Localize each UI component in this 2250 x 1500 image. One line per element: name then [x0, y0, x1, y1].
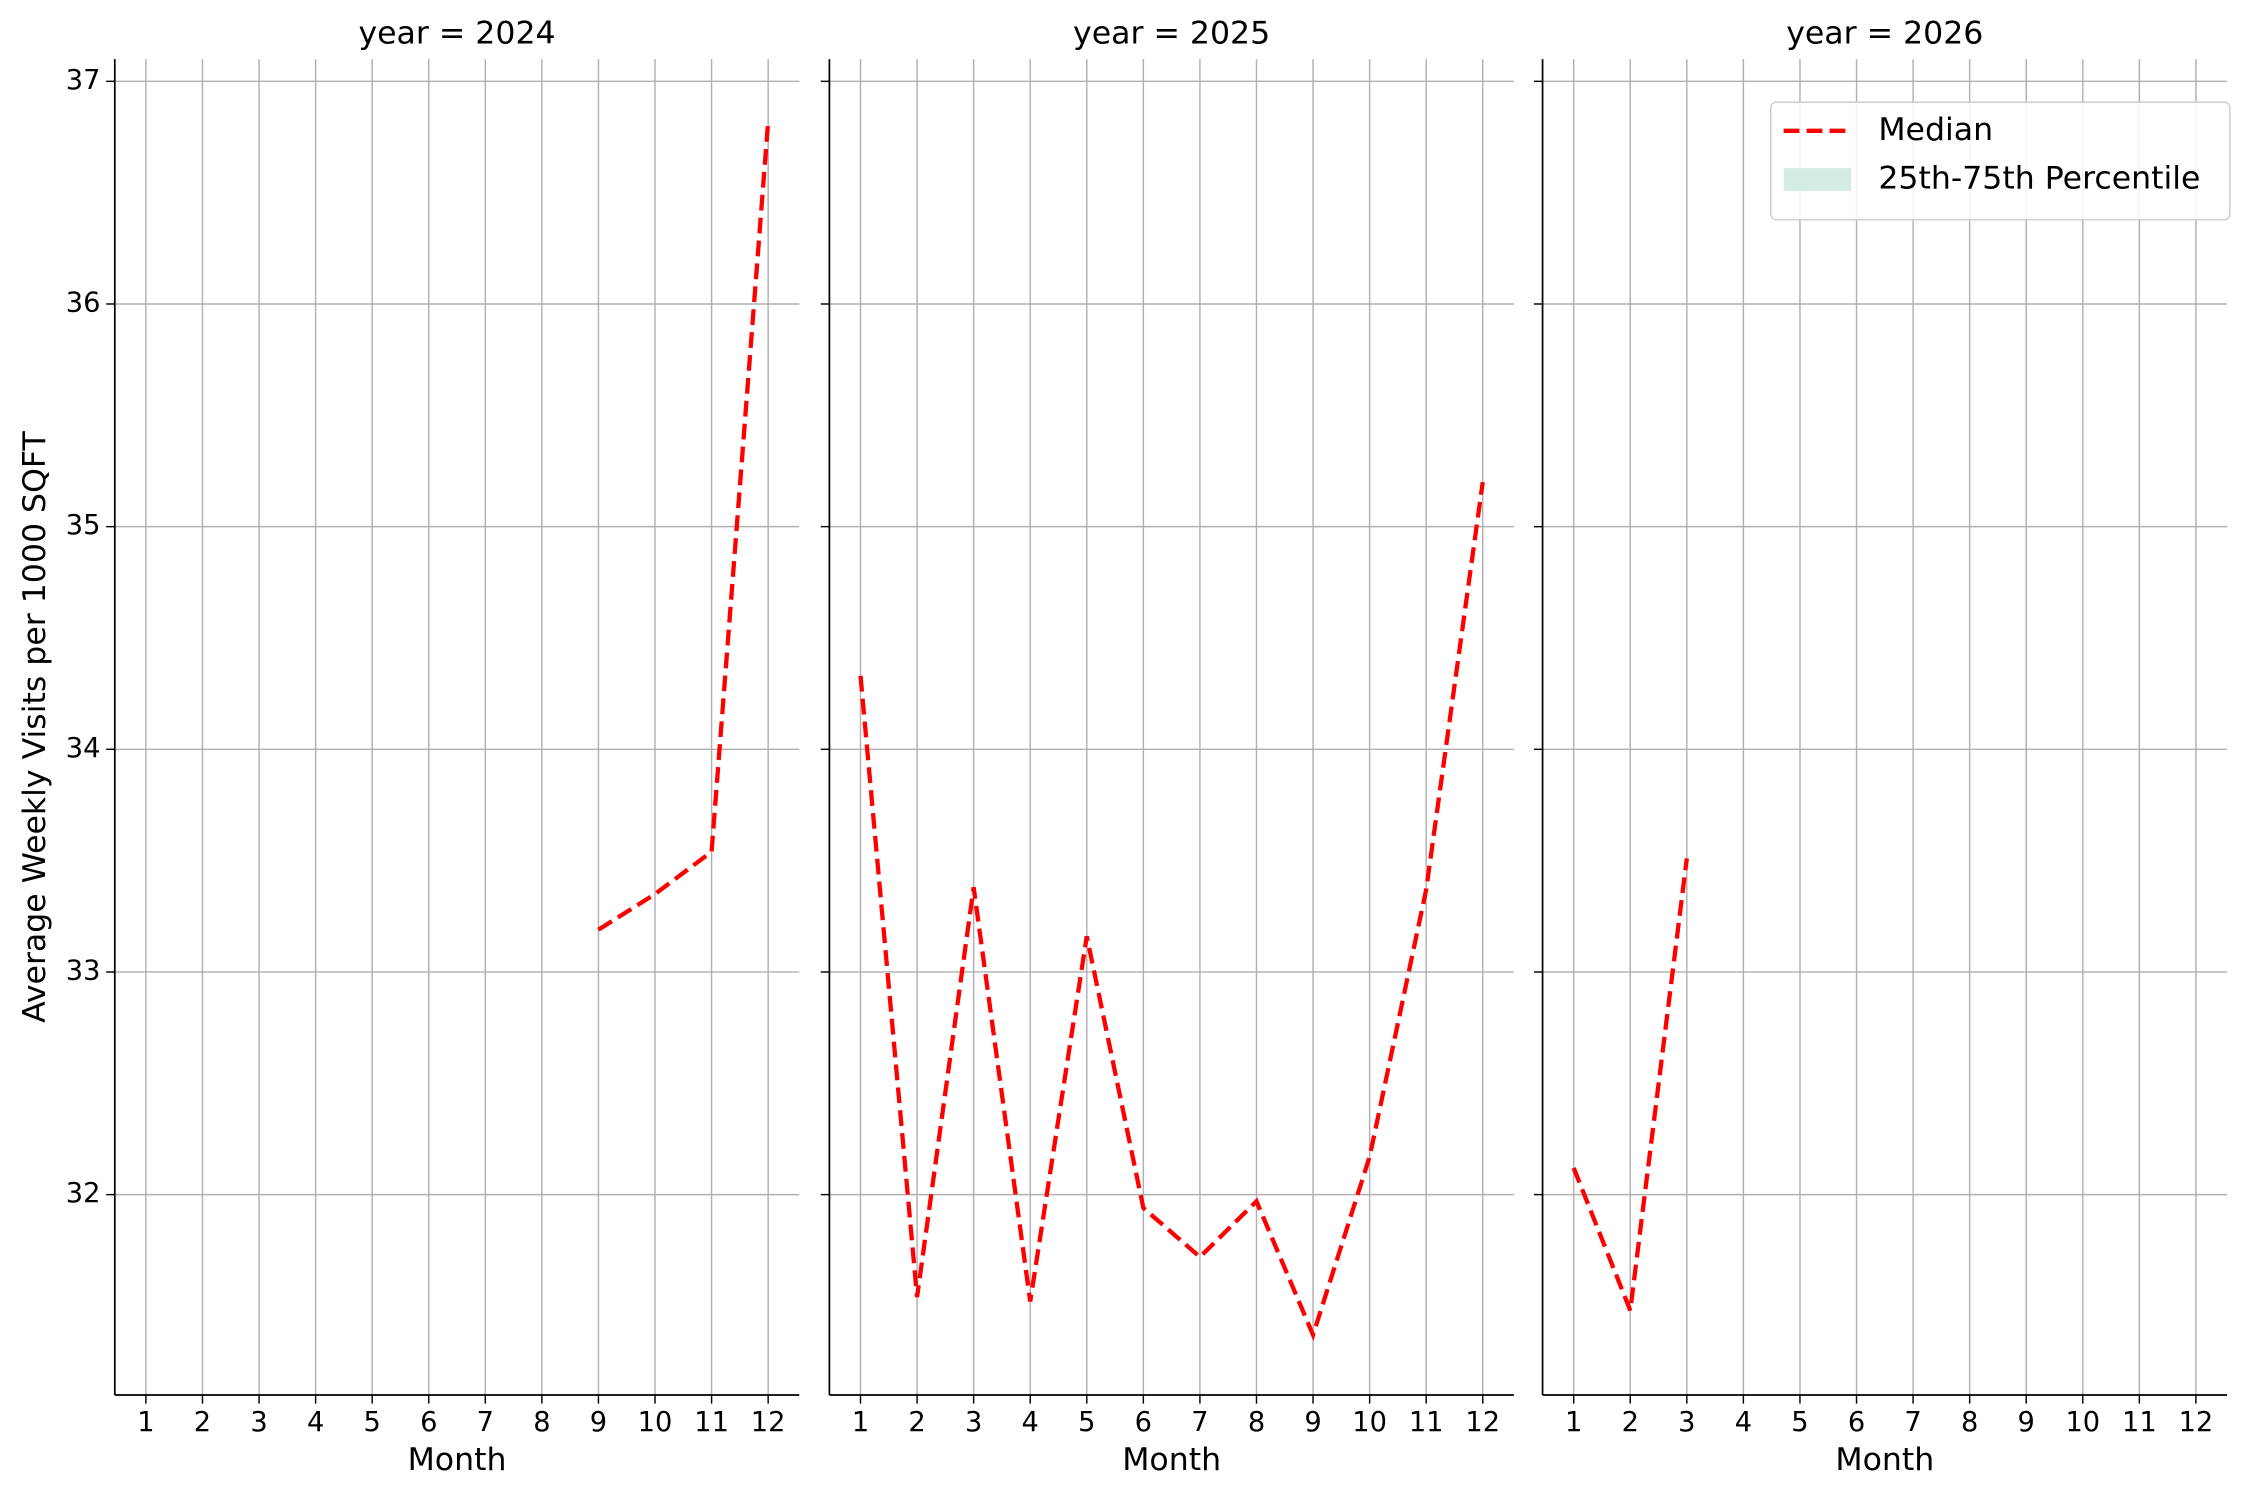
y-tick-label: 34 [66, 733, 101, 764]
legend-swatch [1783, 168, 1852, 192]
median-line [597, 121, 771, 932]
x-tick-label: 4 [307, 1407, 324, 1438]
x-tick-label: 8 [533, 1407, 550, 1438]
median-line [858, 481, 1485, 1342]
x-tick-label: 1 [137, 1407, 154, 1438]
x-tick-label: 5 [1791, 1407, 1808, 1438]
x-tick-label: 6 [420, 1407, 437, 1438]
x-tick-label: 9 [1304, 1407, 1321, 1438]
x-tick-label: 1 [1565, 1407, 1582, 1438]
x-tick-label: 8 [1961, 1407, 1978, 1438]
x-tick-label: 10 [2065, 1407, 2100, 1438]
x-tick-label: 2 [908, 1407, 925, 1438]
x-tick-label: 3 [250, 1407, 267, 1438]
legend-box [1770, 101, 2231, 221]
legend-label: Median [1878, 112, 1993, 148]
x-tick-label: 12 [751, 1407, 786, 1438]
x-tick-label: 3 [965, 1407, 982, 1438]
x-tick-label: 7 [1191, 1407, 1208, 1438]
y-tick-label: 36 [66, 287, 101, 318]
y-tick-label: 37 [66, 65, 101, 96]
y-tick-label: 33 [66, 955, 101, 986]
x-tick-label: 5 [1078, 1407, 1095, 1438]
x-tick-label: 3 [1678, 1407, 1695, 1438]
y-tick-label: 32 [66, 1178, 101, 1209]
x-tick-label: 7 [477, 1407, 494, 1438]
median-line [1571, 858, 1689, 1312]
x-tick-label: 5 [364, 1407, 381, 1438]
x-tick-label: 11 [694, 1407, 729, 1438]
x-tick-label: 7 [1904, 1407, 1921, 1438]
x-tick-label: 4 [1022, 1407, 1039, 1438]
x-tick-label: 2 [194, 1407, 211, 1438]
x-tick-label: 12 [1465, 1407, 1500, 1438]
y-tick-label: 35 [66, 510, 101, 541]
x-tick-label: 11 [2122, 1407, 2157, 1438]
x-tick-label: 1 [852, 1407, 869, 1438]
x-tick-label: 2 [1622, 1407, 1639, 1438]
x-tick-label: 6 [1848, 1407, 1865, 1438]
x-tick-label: 4 [1735, 1407, 1752, 1438]
x-tick-label: 10 [1352, 1407, 1387, 1438]
y-axis-label: Average Weekly Visits per 1000 SQFT [17, 431, 53, 1023]
x-tick-label: 12 [2179, 1407, 2214, 1438]
legend-label: 25th-75th Percentile [1878, 161, 2200, 197]
x-axis-label: Month [408, 1442, 507, 1478]
x-tick-label: 6 [1135, 1407, 1152, 1438]
x-tick-label: 11 [1409, 1407, 1444, 1438]
panel-title: year = 2024 [358, 16, 555, 52]
x-tick-label: 8 [1248, 1407, 1265, 1438]
x-tick-label: 9 [590, 1407, 607, 1438]
x-tick-label: 9 [2018, 1407, 2035, 1438]
x-axis-label: Month [1835, 1442, 1934, 1478]
panel-title: year = 2025 [1073, 16, 1270, 52]
panel-title: year = 2026 [1786, 16, 1983, 52]
x-axis-label: Month [1122, 1442, 1221, 1478]
x-tick-label: 10 [638, 1407, 673, 1438]
